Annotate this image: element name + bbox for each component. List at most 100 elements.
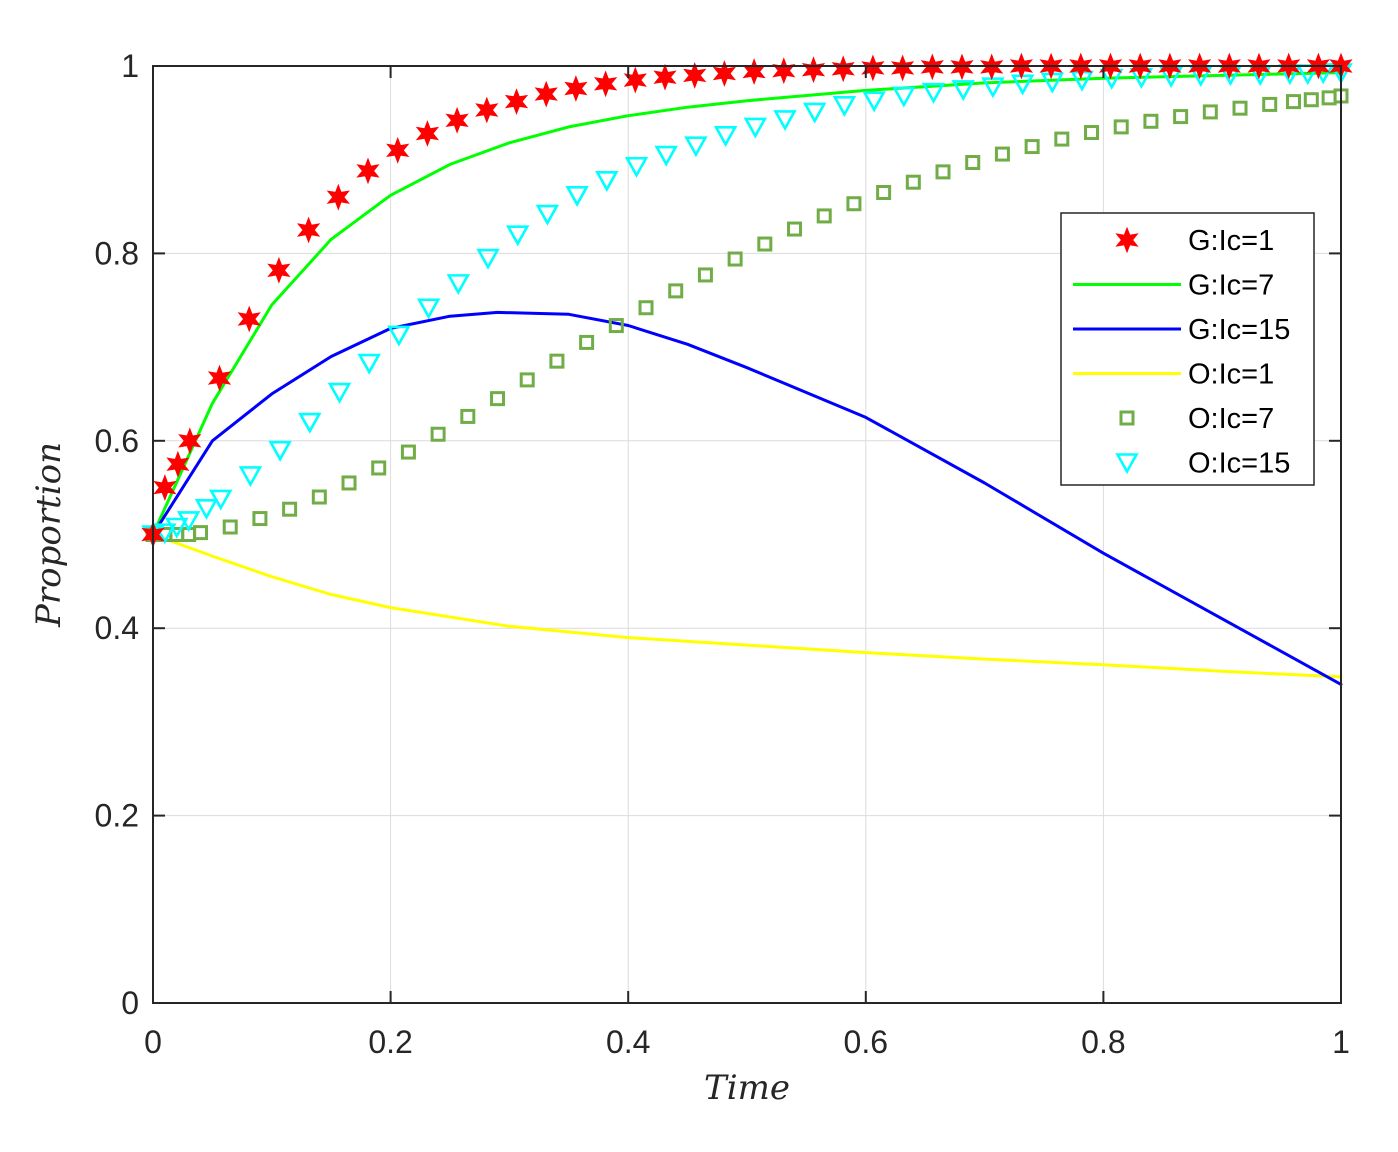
axes-box: [152, 65, 1342, 1004]
data-point: [356, 157, 380, 185]
legend-swatch: [1115, 226, 1139, 254]
data-point: [654, 145, 678, 167]
data-point: [608, 318, 624, 334]
data-point: [209, 489, 233, 511]
data-point: [773, 110, 797, 132]
data-point: [727, 251, 743, 267]
data-point: [430, 426, 446, 442]
series-O:Ic=1: [151, 533, 1343, 679]
data-point: [237, 305, 261, 333]
data-point: [1232, 100, 1248, 116]
data-point: [386, 136, 410, 164]
data-point: [743, 117, 768, 139]
data-point: [905, 174, 921, 190]
data-point: [415, 120, 440, 147]
x-axis-label: Time: [704, 1068, 790, 1108]
data-point: [387, 325, 411, 347]
legend-label: G:Ic=1: [1188, 225, 1274, 257]
data-point: [772, 57, 796, 85]
data-point: [504, 88, 529, 116]
data-point: [683, 61, 707, 89]
data-point: [311, 489, 327, 505]
data-point: [534, 80, 558, 108]
data-point: [165, 517, 189, 539]
plot-area: [141, 52, 1353, 686]
data-point: [623, 66, 647, 94]
data-point: [564, 75, 588, 102]
data-point: [593, 70, 618, 98]
legend-box: [1060, 212, 1315, 486]
legend-label: O:Ic=1: [1188, 359, 1274, 391]
data-point: [1202, 104, 1218, 120]
data-point: [862, 91, 886, 113]
data-point: [153, 474, 177, 502]
y-tick-label: 0: [121, 985, 139, 1021]
data-point: [787, 221, 803, 237]
data-point: [757, 236, 773, 252]
data-point: [935, 164, 951, 180]
data-point: [890, 54, 915, 82]
series-line: [151, 310, 1343, 686]
data-point: [267, 256, 291, 284]
data-point: [296, 216, 321, 244]
data-point: [166, 450, 190, 478]
data-point: [1143, 113, 1159, 129]
data-point: [965, 155, 981, 171]
data-point: [713, 126, 738, 148]
data-point: [921, 82, 946, 104]
data-point: [549, 353, 565, 369]
data-point: [892, 86, 916, 108]
data-point: [282, 501, 298, 517]
data-point: [519, 372, 535, 388]
y-tick-label: 0.6: [95, 423, 139, 459]
legend-swatch: [1119, 410, 1135, 426]
series-line: [151, 71, 1343, 536]
data-point: [653, 63, 677, 91]
legend-label: O:Ic=15: [1188, 448, 1290, 480]
series-G:Ic=15: [151, 310, 1343, 686]
y-tick-label: 0.8: [95, 235, 139, 271]
data-point: [446, 274, 471, 296]
data-point: [638, 300, 654, 316]
data-point: [1024, 139, 1040, 155]
data-point: [1285, 94, 1301, 110]
data-point: [832, 96, 857, 118]
data-point: [1054, 131, 1070, 147]
data-point: [222, 519, 238, 535]
data-point: [846, 196, 862, 212]
data-point: [624, 156, 649, 178]
data-point: [176, 511, 201, 533]
data-point: [445, 106, 469, 134]
y-axis-label: Proportion: [29, 442, 69, 628]
data-point: [341, 475, 357, 491]
data-point: [400, 444, 416, 460]
data-point: [994, 146, 1010, 162]
data-point: [803, 102, 827, 124]
data-point: [194, 498, 219, 520]
data-point: [876, 184, 892, 200]
x-tick-label: 1: [1332, 1024, 1350, 1060]
data-point: [595, 171, 619, 192]
y-tick-label: 0.2: [95, 798, 139, 834]
data-point: [1113, 119, 1129, 135]
data-point: [371, 460, 387, 476]
data-point: [207, 364, 232, 392]
data-point: [712, 60, 737, 87]
data-point: [506, 225, 530, 247]
data-point: [238, 466, 263, 488]
data-point: [475, 96, 499, 124]
data-point: [357, 353, 381, 375]
data-point: [831, 55, 855, 83]
data-point: [1084, 125, 1100, 141]
y-tick-label: 0.4: [95, 610, 139, 646]
data-point: [861, 54, 885, 82]
x-tick-label: 0.6: [844, 1024, 888, 1060]
data-point: [490, 391, 506, 407]
legend-label: O:Ic=7: [1188, 403, 1274, 435]
x-tick-label: 0.4: [606, 1024, 650, 1060]
data-point: [579, 334, 595, 350]
series-G:Ic=7: [151, 71, 1343, 536]
data-point: [416, 298, 441, 320]
